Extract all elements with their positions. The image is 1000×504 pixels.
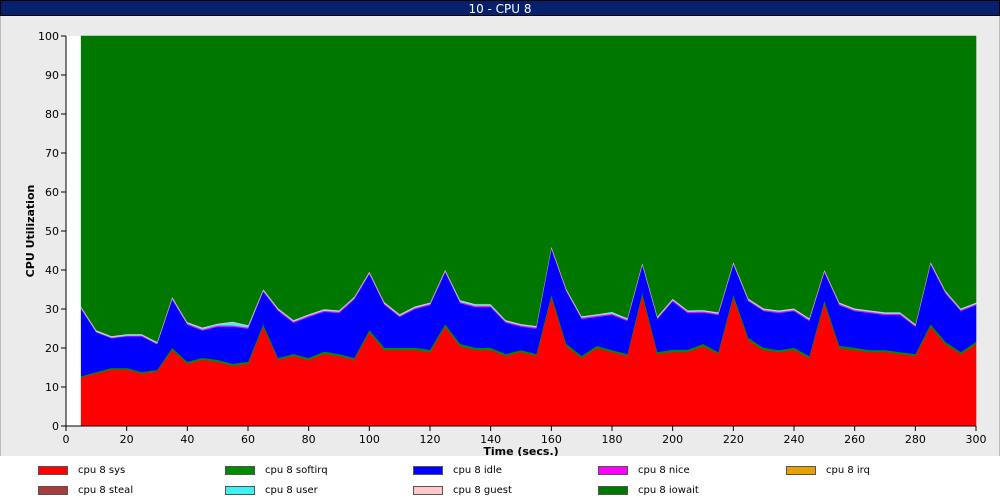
x-axis-label: Time (secs.)	[483, 445, 558, 456]
x-tick-label: 180	[602, 433, 623, 446]
legend-swatch	[413, 486, 443, 495]
y-tick-label: 80	[45, 108, 59, 121]
legend-label: cpu 8 sys	[78, 465, 126, 476]
x-tick-label: 220	[723, 433, 744, 446]
window-title: 10 - CPU 8	[468, 2, 532, 16]
y-tick-label: 40	[45, 264, 59, 277]
x-tick-label: 100	[359, 433, 380, 446]
y-ticks-group: 0 10 20 30 40 50 60 70 80 90 100	[38, 30, 66, 433]
x-tick-label: 280	[905, 433, 926, 446]
chart-legend: cpu 8 sys cpu 8 softirq cpu 8 idle cpu 8 ni…	[0, 456, 1000, 504]
x-tick-label: 240	[784, 433, 805, 446]
y-tick-label: 50	[45, 225, 59, 238]
legend-label: cpu 8 idle	[453, 465, 502, 476]
legend-swatch	[38, 486, 68, 495]
y-tick-label: 10	[45, 381, 59, 394]
chart-area: 0 10 20 30 40 50 60 70 80 90 100 0 20 40 60 80 100 120 14…	[0, 16, 1000, 456]
x-tick-label: 160	[541, 433, 562, 446]
cpu-utilization-chart: 0 10 20 30 40 50 60 70 80 90 100 0 20 40 60 80 100 120 14…	[24, 30, 987, 456]
x-tick-label: 20	[120, 433, 134, 446]
legend-label: cpu 8 irq	[826, 465, 870, 476]
x-tick-label: 80	[302, 433, 316, 446]
legend-swatch	[225, 486, 255, 495]
window-title-bar: 10 - CPU 8	[0, 0, 1000, 16]
y-tick-label: 30	[45, 303, 59, 316]
legend-label: cpu 8 softirq	[265, 465, 328, 476]
area-series-group	[80, 35, 977, 427]
y-tick-label: 0	[52, 420, 59, 433]
y-tick-label: 60	[45, 186, 59, 199]
y-tick-label: 70	[45, 147, 59, 160]
x-tick-label: 140	[480, 433, 501, 446]
legend-swatch	[598, 486, 628, 495]
legend-swatch	[38, 466, 68, 475]
legend-swatch	[598, 466, 628, 475]
y-tick-label: 90	[45, 69, 59, 82]
legend-label: cpu 8 user	[265, 485, 318, 496]
x-tick-label: 200	[662, 433, 683, 446]
legend-label: cpu 8 iowait	[638, 485, 699, 496]
y-tick-label: 20	[45, 342, 59, 355]
x-tick-label: 260	[844, 433, 865, 446]
y-tick-label: 100	[38, 30, 59, 43]
x-tick-label: 40	[180, 433, 194, 446]
x-tick-label: 120	[420, 433, 441, 446]
x-tick-label: 300	[966, 433, 987, 446]
y-axis-label: CPU Utilization	[24, 185, 37, 278]
x-ticks-group: 0 20 40 60 80 100 120 140 160 180 200 220 240 260 280 3…	[63, 426, 987, 446]
area-cpu-8-iowait	[80, 35, 977, 343]
legend-label: cpu 8 nice	[638, 465, 690, 476]
legend-swatch	[786, 466, 816, 475]
legend-label: cpu 8 steal	[78, 485, 134, 496]
x-tick-label: 60	[241, 433, 255, 446]
legend-label: cpu 8 guest	[453, 485, 512, 496]
legend-swatch	[225, 466, 255, 475]
x-tick-label: 0	[63, 433, 70, 446]
legend-swatch	[413, 466, 443, 475]
